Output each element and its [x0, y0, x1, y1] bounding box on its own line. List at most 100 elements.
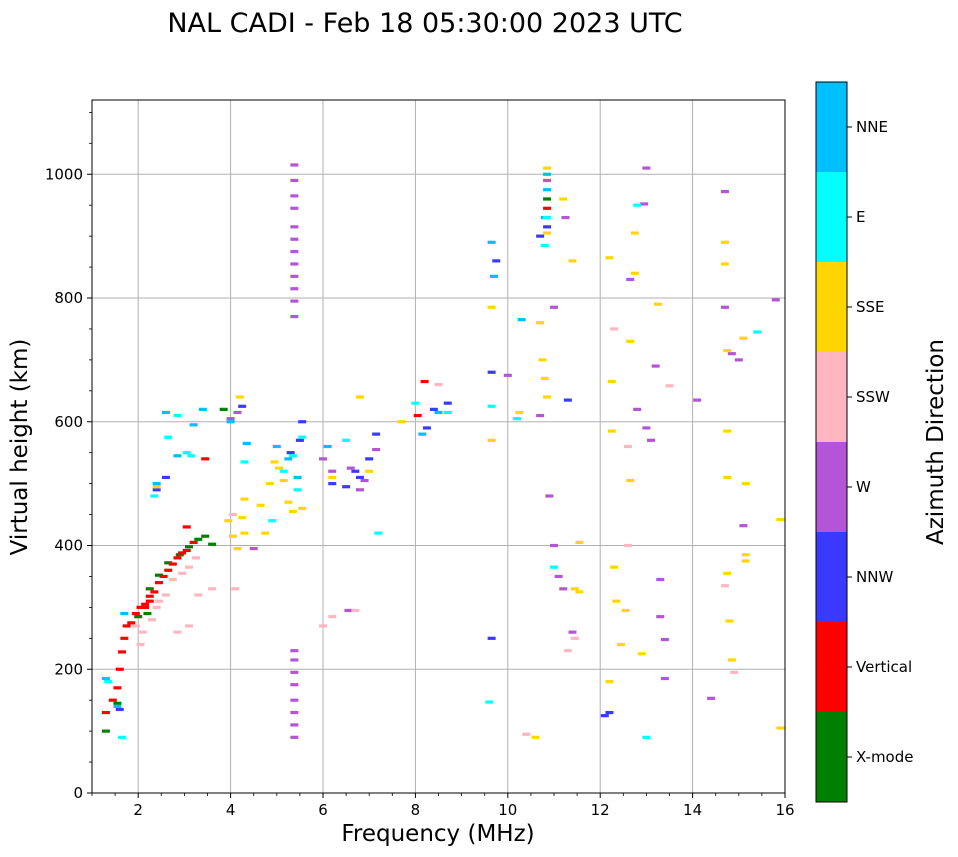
data-point: [150, 590, 159, 594]
y-tick-label: 800: [54, 289, 83, 307]
data-point: [570, 636, 579, 640]
y-axis-label: Virtual height (km): [7, 339, 33, 556]
data-point: [138, 630, 147, 634]
data-point: [127, 621, 136, 625]
data-point: [261, 531, 270, 535]
colorbar-block: [816, 82, 847, 172]
data-point: [298, 506, 307, 510]
data-point: [141, 605, 150, 609]
data-point: [118, 735, 127, 739]
data-point: [131, 611, 140, 616]
data-point: [550, 543, 558, 548]
data-point: [134, 615, 143, 619]
data-point: [776, 726, 785, 730]
data-point: [242, 441, 251, 446]
colorbar-blocks: [816, 82, 847, 802]
colorbar-tick-label: NNE: [856, 118, 888, 136]
colorbar-block: [816, 712, 847, 802]
colorbar-block: [816, 532, 847, 622]
x-axis-label: Frequency (MHz): [341, 821, 534, 847]
data-point: [355, 475, 364, 480]
data-point: [707, 696, 716, 700]
data-point: [570, 587, 579, 591]
data-point: [288, 509, 297, 514]
data-point: [487, 240, 496, 244]
data-point: [161, 593, 170, 597]
data-point: [238, 516, 247, 520]
data-point: [145, 587, 154, 591]
data-point: [290, 237, 299, 241]
data-point: [185, 565, 194, 569]
data-point: [543, 172, 552, 176]
data-point: [342, 485, 351, 489]
data-point: [543, 166, 552, 170]
data-point: [413, 413, 422, 418]
data-point: [434, 410, 443, 415]
data-point: [284, 500, 293, 504]
data-point: [616, 642, 625, 647]
colorbar-block: [816, 352, 847, 442]
data-point: [665, 384, 674, 388]
y-tick-label: 200: [54, 660, 83, 678]
data-point: [265, 482, 274, 486]
data-point: [141, 602, 150, 606]
data-point: [563, 649, 572, 653]
data-point: [660, 637, 669, 642]
data-point: [219, 407, 228, 411]
data-point: [605, 256, 614, 260]
data-point: [540, 243, 549, 248]
data-point: [342, 438, 351, 442]
data-point: [208, 587, 217, 591]
data-point: [136, 642, 145, 647]
data-point: [485, 700, 494, 704]
data-point: [411, 401, 420, 405]
data-point: [272, 444, 281, 449]
data-point: [515, 410, 524, 415]
x-tick-label: 10: [498, 801, 517, 819]
x-tick-label: 12: [591, 801, 610, 819]
data-point: [429, 407, 438, 411]
data-point: [575, 590, 584, 594]
x-tick-label: 8: [411, 801, 421, 819]
plot-frame: [92, 100, 785, 793]
data-point: [122, 624, 131, 628]
data-point: [173, 556, 182, 560]
data-point: [290, 314, 299, 319]
data-point: [275, 466, 284, 470]
data-point: [623, 543, 632, 548]
data-point: [328, 469, 337, 473]
data-point: [543, 215, 552, 220]
data-point: [487, 370, 496, 374]
data-point: [189, 423, 198, 427]
colorbar-block: [816, 442, 847, 532]
data-point: [651, 364, 660, 368]
data-point: [101, 729, 110, 733]
data-point: [154, 599, 163, 603]
data-point: [173, 454, 182, 458]
data-point: [727, 658, 736, 662]
data-point: [328, 475, 337, 480]
colorbar: X-mode Vertical NNW W SSW SSE E NNE: [815, 81, 913, 803]
data-point: [226, 420, 235, 424]
data-point: [290, 658, 299, 662]
data-point: [290, 735, 299, 739]
y-tick-label: 600: [54, 413, 83, 431]
data-point: [365, 457, 374, 461]
data-point: [739, 336, 748, 340]
data-point: [290, 683, 299, 687]
data-point: [187, 454, 196, 458]
data-point: [443, 401, 452, 405]
data-point: [536, 234, 545, 238]
data-point: [630, 231, 639, 235]
data-point: [656, 577, 665, 582]
data-point: [113, 686, 122, 690]
data-point: [503, 373, 512, 377]
data-point: [185, 545, 194, 549]
data-point: [164, 568, 173, 572]
data-point: [489, 274, 498, 278]
data-point: [543, 395, 552, 399]
data-point: [633, 407, 642, 411]
data-point: [543, 231, 552, 235]
data-point: [487, 404, 496, 408]
data-point: [290, 649, 299, 653]
